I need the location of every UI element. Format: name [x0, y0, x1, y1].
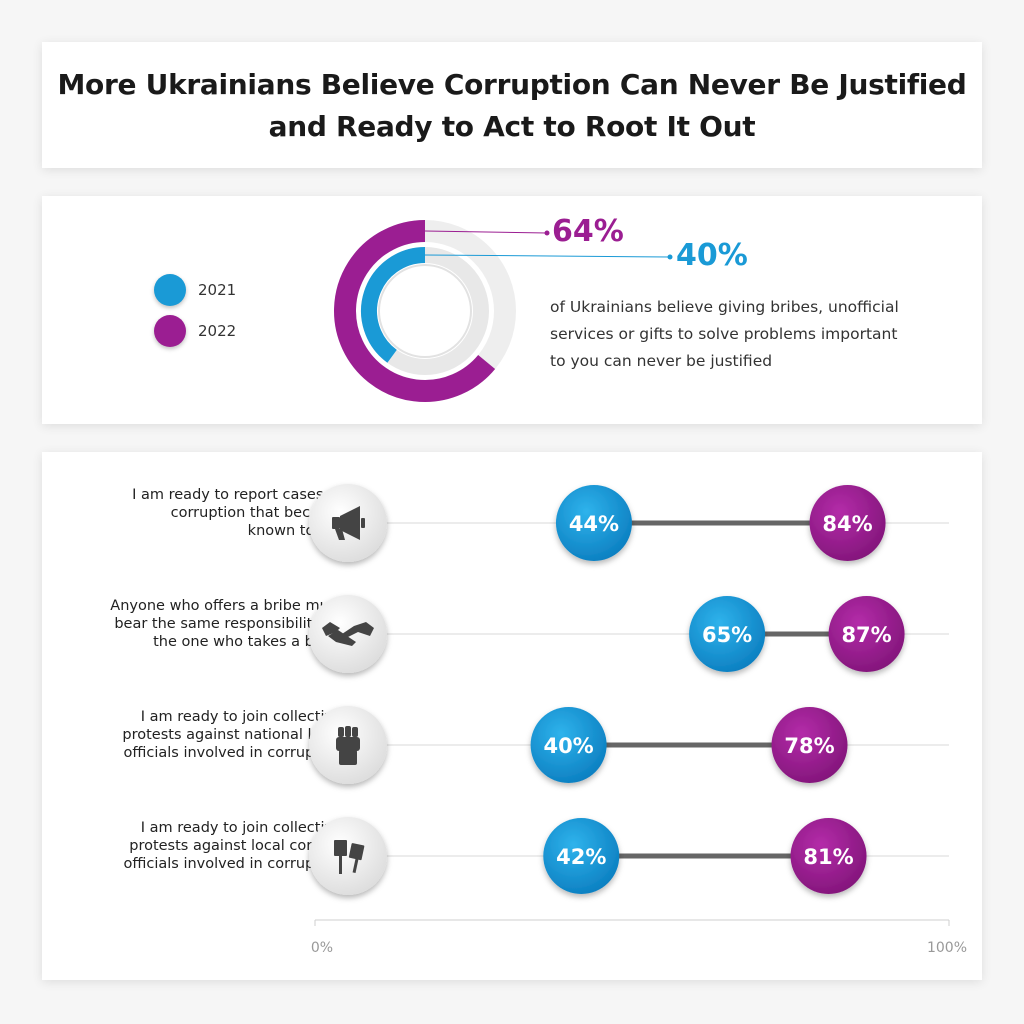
- row-label-line: I am ready to join collective: [140, 820, 342, 836]
- legend-swatch-2022: [154, 315, 186, 347]
- donut-chart: [334, 220, 673, 402]
- donut-center: [378, 264, 472, 358]
- row-label-4: I am ready to join collective protests a…: [82, 819, 343, 873]
- fist-icon: [309, 706, 387, 784]
- row-label-3: I am ready to join collective protests a…: [82, 708, 342, 762]
- chart-title: More Ukrainians Believe Corruption Can N…: [42, 64, 982, 148]
- legend-swatch-2021: [154, 274, 186, 306]
- donut-description: of Ukrainians believe giving bribes, uno…: [550, 298, 899, 370]
- dot-label-2021: 42%: [556, 845, 606, 869]
- row-label-line: protests against local corrupt: [129, 838, 342, 854]
- leader-dot-2022: [544, 230, 550, 236]
- x-axis-label-min: 0%: [311, 940, 333, 956]
- row-label-line: I am ready to join collective: [140, 709, 342, 725]
- legend-item-2022: 2022: [154, 315, 236, 347]
- title-line-2: and Ready to Act to Root It Out: [268, 110, 756, 143]
- dot-2021: [689, 596, 766, 672]
- legend-label-2022: 2022: [198, 322, 237, 340]
- row-label-line: Anyone who offers a bribe must: [110, 598, 342, 614]
- donut-card: 2021 2022 64% 40% of Ukrainians believe …: [42, 196, 982, 424]
- donut-arc-2021: [361, 247, 426, 363]
- x-axis-label-max: 100%: [927, 940, 967, 956]
- donut-arc-2022: [334, 220, 496, 402]
- dot-2022: [828, 596, 905, 672]
- dot-label-2021: 40%: [543, 734, 593, 758]
- row-label-line: officials involved in corruption: [123, 745, 343, 761]
- dot-label-2021: 44%: [569, 512, 619, 536]
- dot-2022: [790, 818, 867, 894]
- title-card: More Ukrainians Believe Corruption Can N…: [42, 42, 982, 168]
- leader-line-2021: [424, 254, 671, 258]
- value-label-2021: 40%: [676, 238, 748, 273]
- handshake-icon: [309, 595, 387, 673]
- dot-label-2022: 78%: [784, 734, 834, 758]
- row-label-line: corruption that became: [170, 505, 342, 521]
- dot-2021: [530, 707, 607, 783]
- legend-label-2021: 2021: [198, 281, 237, 299]
- dumbbell-chart: 44% 84% 65% 87% 40% 78% 42% 81% 0% 100%: [309, 484, 967, 956]
- dot-2021: [543, 818, 620, 894]
- row-label-line: protests against national level: [122, 727, 342, 743]
- dot-label-2022: 87%: [841, 623, 891, 647]
- row-label-line: I am ready to report cases of: [132, 487, 342, 503]
- dumbbell-card: I am ready to report cases of corruption…: [42, 452, 982, 980]
- value-label-2022: 64%: [552, 214, 624, 249]
- leader-line-2022: [424, 230, 548, 234]
- dot-label-2022: 84%: [822, 512, 872, 536]
- dot-2021: [555, 485, 632, 561]
- megaphone-icon: [309, 484, 387, 562]
- title-line-1: More Ukrainians Believe Corruption Can N…: [57, 68, 967, 101]
- dot-label-2021: 65%: [702, 623, 752, 647]
- dot-2022: [809, 485, 886, 561]
- row-label-line: bear the same responsibility as: [114, 616, 342, 632]
- row-label-line: the one who takes a bribe: [153, 634, 342, 650]
- leader-dot-2021: [667, 254, 673, 260]
- row-label-2: Anyone who offers a bribe must bear the …: [82, 597, 342, 651]
- dot-label-2022: 81%: [803, 845, 853, 869]
- row-label-line: officials involved in corruption: [123, 856, 343, 872]
- protest-signs-icon: [309, 817, 387, 895]
- dot-2022: [771, 707, 848, 783]
- legend-item-2021: 2021: [154, 274, 236, 306]
